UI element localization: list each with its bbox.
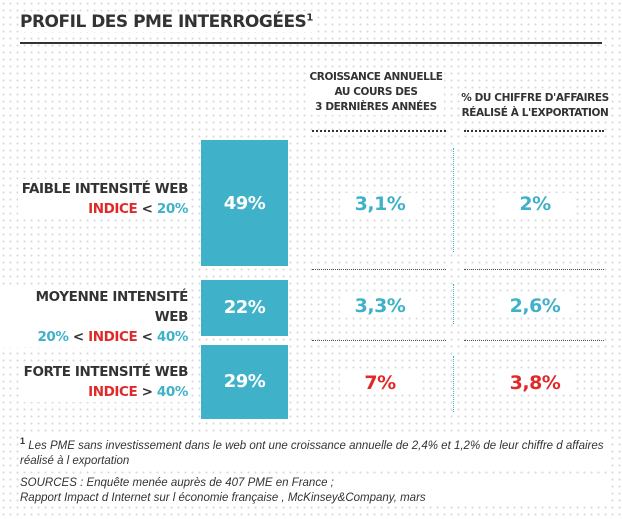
chart-title: PROFIL DES PME INTERROGÉES1 [20,12,317,32]
bar-value-label: 22% [223,297,266,319]
export-value-moyenne: 2,6% [495,295,575,317]
bar-value-label: 49% [223,192,266,214]
row-condition: INDICE < 20% [88,201,188,217]
growth-value-forte: 7% [340,372,420,394]
column-divider [453,148,454,252]
bar-faible: 49% [201,140,288,266]
row-label-forte: FORTE INTENSITÉ WEB INDICE > 40% [19,362,189,402]
column-header-export: % DU CHIFFRE D'AFFAIRES RÉALISÉ À L'EXPO… [460,91,610,121]
row-separator [312,269,446,270]
bar-value-label: 29% [223,371,266,393]
footnote: 1 Les PME sans investissement dans le we… [20,434,610,469]
row-separator [464,269,604,270]
row-label-faible: FAIBLE INTENSITÉ WEB INDICE < 20% [17,179,189,219]
row-title: FAIBLE INTENSITÉ WEB [21,181,189,197]
export-value-forte: 3,8% [495,372,575,394]
row-title: FORTE INTENSITÉ WEB [23,364,189,380]
export-value-faible: 2% [495,193,575,215]
growth-value-faible: 3,1% [340,193,420,215]
column-divider [453,356,454,412]
header-divider-growth [312,130,446,132]
sources: SOURCES : Enquête menée auprès de 407 PM… [20,476,610,506]
growth-value-moyenne: 3,3% [340,295,420,317]
sources-line: SOURCES : Enquête menée auprès de 407 PM… [20,477,334,489]
title-divider [20,42,602,44]
column-header-growth: CROISSANCE ANNUELLE AU COURS DES 3 DERNI… [308,70,444,115]
row-condition: 20% < INDICE < 40% [37,329,188,345]
row-separator [464,340,604,341]
column-divider [453,284,454,324]
header-divider-export [464,130,604,132]
row-title: MOYENNE INTENSITÉ WEB [35,289,189,325]
bar-moyenne: 22% [201,279,288,337]
row-condition: INDICE > 40% [88,384,188,400]
row-separator [312,340,446,341]
bar-forte: 29% [201,344,288,420]
row-label-moyenne: MOYENNE INTENSITÉ WEB 20% < INDICE < 40% [0,287,188,347]
sources-line: Rapport Impact d Internet sur l économie… [20,492,426,504]
